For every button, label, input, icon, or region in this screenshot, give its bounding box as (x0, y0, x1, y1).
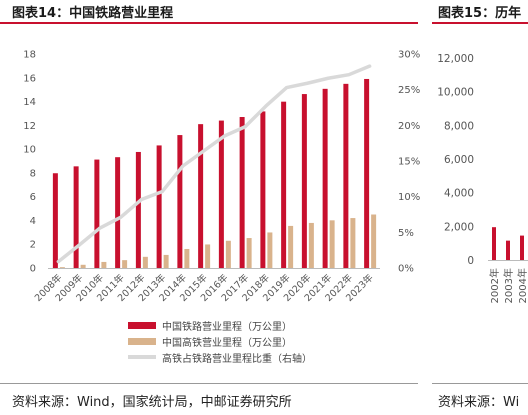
bar-hsr (329, 220, 335, 268)
bar-hsr (80, 264, 86, 268)
y-tick-label: 8,000 (444, 120, 474, 132)
y-tick-label: 2,000 (444, 221, 474, 233)
bar-hsr (205, 244, 211, 268)
y-left-tick-label: 4 (30, 216, 36, 227)
right-panel-title: 图表15：历年 (438, 6, 522, 21)
y-right-tick-label: 20% (398, 121, 420, 132)
bar-hsr (350, 218, 356, 268)
bar-hsr (225, 240, 231, 268)
right-source-note: 资料来源：Wi (438, 395, 520, 410)
y-tick-label: 6,000 (444, 154, 474, 166)
y-tick-label: 10,000 (437, 87, 474, 99)
left-panel-title: 图表14：中国铁路营业里程 (12, 6, 174, 21)
bar-hsr (184, 248, 190, 268)
bar-hsr (371, 214, 377, 268)
bar-hsr (101, 261, 107, 268)
bar-rail (177, 135, 183, 268)
legend-swatch-share (128, 355, 156, 359)
bar-rail (52, 173, 58, 268)
bar-rail (94, 159, 100, 268)
right-title-rule (432, 22, 528, 24)
bar-hsr (288, 225, 294, 268)
legend-item-hsr: 中国高铁营业里程（万公里） (128, 333, 312, 349)
bar-rail (156, 145, 162, 268)
bar-rail (218, 120, 224, 268)
bar-rail (343, 83, 349, 268)
legend-swatch-hsr (128, 337, 156, 345)
y-left-tick-label: 14 (23, 97, 36, 108)
chart-legend: 中国铁路营业里程（万公里） 中国高铁营业里程（万公里） 高铁占铁路营业里程比重（… (128, 317, 312, 365)
bar (520, 235, 524, 260)
legend-label-hsr: 中国高铁营业里程（万公里） (162, 337, 292, 349)
y-left-tick-label: 0 (30, 264, 36, 275)
y-right-tick-label: 30% (398, 50, 420, 61)
bar (506, 240, 510, 260)
y-left-tick-label: 18 (23, 50, 36, 61)
x-tick-label: 2002年 (488, 268, 501, 303)
left-source-note: 资料来源：Wind，国家统计局，中邮证券研究所 (12, 395, 292, 410)
y-left-tick-label: 8 (30, 168, 36, 179)
legend-item-share: 高铁占铁路营业里程比重（右轴） (128, 349, 312, 365)
y-tick-label: 0 (467, 255, 474, 267)
legend-swatch-rail (128, 321, 156, 329)
bar-hsr (267, 232, 273, 268)
right-source-rule (432, 383, 528, 384)
y-left-tick-label: 16 (23, 73, 36, 84)
bar-hsr (308, 222, 314, 268)
bar-rail (115, 157, 121, 268)
left-chart: 0246810121416180%5%10%15%20%25%30%2008年2… (23, 50, 420, 304)
bar-rail (281, 101, 287, 269)
legend-item-rail: 中国铁路营业里程（万公里） (128, 317, 312, 333)
bar-rail (239, 117, 245, 268)
bar-hsr (246, 238, 252, 268)
bar-hsr (59, 267, 65, 268)
bar-hsr (122, 260, 128, 268)
x-tick-label: 2003年 (502, 268, 515, 303)
y-tick-label: 12,000 (437, 53, 474, 65)
legend-label-rail: 中国铁路营业里程（万公里） (162, 321, 292, 333)
bar-hsr (142, 256, 148, 268)
bar-rail (260, 111, 266, 268)
y-left-tick-label: 10 (23, 145, 36, 156)
y-right-tick-label: 15% (398, 157, 420, 168)
y-left-tick-label: 2 (30, 240, 36, 251)
y-right-tick-label: 25% (398, 85, 420, 96)
y-right-tick-label: 10% (398, 192, 420, 203)
bar-hsr (163, 254, 169, 268)
bar-rail (73, 166, 79, 268)
bar-rail (301, 94, 307, 268)
left-title-rule (0, 22, 418, 24)
y-tick-label: 4,000 (444, 188, 474, 200)
bar-rail (198, 124, 204, 269)
bar-rail (322, 88, 328, 268)
y-left-tick-label: 12 (23, 121, 36, 132)
legend-label-share: 高铁占铁路营业里程比重（右轴） (162, 353, 312, 365)
bar-rail (364, 78, 370, 268)
bar (492, 227, 496, 260)
line-hsr-share (56, 64, 372, 264)
bar-rail (135, 151, 141, 268)
left-source-rule (0, 383, 418, 384)
y-right-tick-label: 5% (398, 228, 414, 239)
y-right-tick-label: 0% (398, 264, 414, 275)
x-tick-label: 2004年 (516, 268, 528, 303)
y-left-tick-label: 6 (30, 192, 36, 203)
